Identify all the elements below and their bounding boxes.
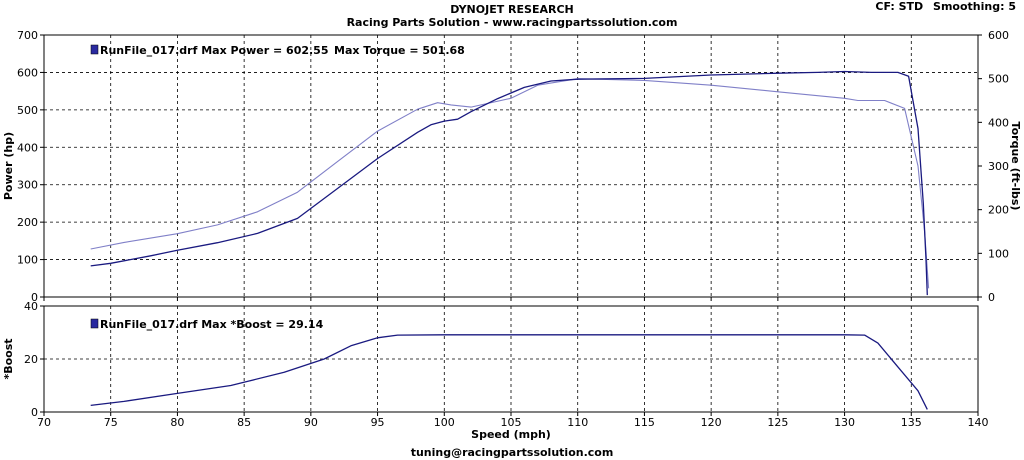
power-panel-y-tick-label: 700 (17, 29, 38, 42)
power-panel-y-tick-label: 200 (17, 216, 38, 229)
torque-y2-tick-label: 0 (988, 291, 995, 304)
smoothing-label: Smoothing: 5 (933, 0, 1016, 13)
x-tick-label: 105 (501, 416, 522, 429)
power-axis-title: Power (hp) (2, 132, 15, 200)
boost-series-line (90, 334, 928, 410)
power-panel-y-tick-label: 300 (17, 179, 38, 192)
cf-label: CF: STD (875, 0, 924, 13)
boost-panel-y-tick-label: 0 (31, 406, 38, 419)
power-panel-y-tick-label: 500 (17, 104, 38, 117)
torque-y2-tick-label: 600 (988, 29, 1009, 42)
x-tick-label: 90 (304, 416, 318, 429)
x-tick-label: 120 (701, 416, 722, 429)
x-tick-label: 135 (901, 416, 922, 429)
power-legend-swatch (90, 44, 99, 55)
boost-panel-y-tick-label: 20 (24, 353, 38, 366)
power-panel-y-tick-label: 400 (17, 141, 38, 154)
power-panel-y-tick-label: 600 (17, 66, 38, 79)
boost-axis-title: *Boost (2, 338, 15, 379)
boost-panel-y-tick-label: 40 (24, 300, 38, 313)
torque-y2-tick-label: 300 (988, 160, 1009, 173)
settings-readout: CF: STD Smoothing: 5 (869, 0, 1016, 13)
chart-subtitle: Racing Parts Solution - www.racingpartss… (346, 16, 678, 29)
x-tick-label: 95 (371, 416, 385, 429)
x-tick-label: 75 (104, 416, 118, 429)
x-axis-title: Speed (mph) (471, 428, 551, 441)
power-panel-y-tick-label: 0 (31, 291, 38, 304)
torque-y2-tick-label: 500 (988, 73, 1009, 86)
footer-email: tuning@racingpartssolution.com (410, 446, 614, 459)
x-tick-label: 85 (237, 416, 251, 429)
chart-title: DYNOJET RESEARCH (450, 3, 574, 16)
torque-y2-tick-label: 400 (988, 116, 1009, 129)
boost-legend-text: RunFile_017.drf Max *Boost = 29.14 (100, 318, 324, 331)
power-series-line (90, 70, 928, 296)
x-tick-label: 130 (834, 416, 855, 429)
x-tick-label: 80 (170, 416, 184, 429)
boost-panel-plot-frame (43, 305, 979, 413)
x-tick-label: 115 (634, 416, 655, 429)
boost-legend-swatch (90, 318, 99, 329)
torque-legend-text: Max Torque = 501.68 (334, 44, 465, 57)
torque-axis-title: Torque (ft-lbs) (1009, 122, 1022, 211)
x-tick-label: 70 (37, 416, 51, 429)
torque-y2-tick-label: 100 (988, 247, 1009, 260)
torque-y2-tick-label: 200 (988, 204, 1009, 217)
x-tick-label: 100 (434, 416, 455, 429)
x-tick-label: 140 (968, 416, 989, 429)
torque-series-line (90, 78, 930, 289)
power-panel-y-tick-label: 100 (17, 254, 38, 267)
power-legend-text: RunFile_017.drf Max Power = 602.55 (100, 44, 329, 57)
x-tick-label: 110 (567, 416, 588, 429)
x-tick-label: 125 (767, 416, 788, 429)
